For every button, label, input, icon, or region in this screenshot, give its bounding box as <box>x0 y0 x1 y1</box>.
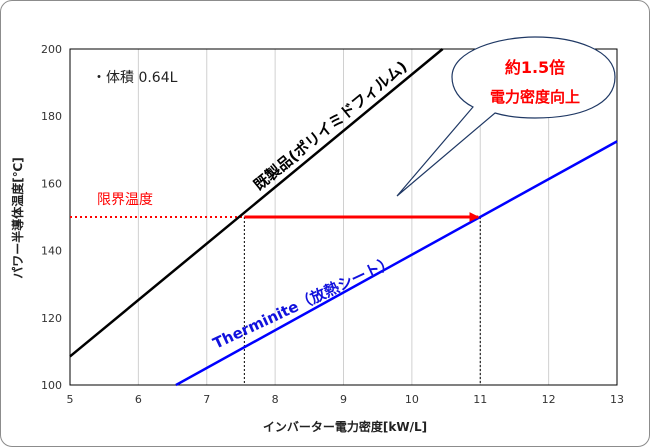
x-tick-label: 13 <box>610 393 624 406</box>
x-tick-label: 5 <box>67 393 74 406</box>
callout-text-2: 電力密度向上 <box>490 88 580 106</box>
x-axis-title: インバーター電力密度[kW/L] <box>263 419 427 434</box>
x-tick-label: 11 <box>473 393 487 406</box>
y-tick-label: 200 <box>41 43 62 56</box>
series-line-blue <box>175 140 618 387</box>
y-tick-label: 140 <box>41 245 62 258</box>
callout-text-1: 約1.5倍 <box>505 58 565 77</box>
series-label-blue: Therminite（放熱シート） <box>210 253 397 353</box>
y-tick-label: 120 <box>41 312 62 325</box>
volume-annotation: ・体積 0.64L <box>92 70 178 86</box>
x-tick-label: 9 <box>340 393 347 406</box>
threshold-label: 限界温度 <box>97 192 153 208</box>
x-tick-label: 8 <box>272 393 279 406</box>
y-tick-label: 160 <box>41 177 62 190</box>
series-label-black: 既製品(ポリイミドフィルム) <box>250 57 410 194</box>
x-tick-label: 6 <box>135 393 142 406</box>
x-tick-label: 7 <box>203 393 210 406</box>
y-tick-label: 180 <box>41 110 62 123</box>
y-ticks: 100 120 140 160 180 200 <box>41 43 62 392</box>
x-tick-label: 12 <box>542 393 556 406</box>
x-tick-label: 10 <box>405 393 419 406</box>
series-line-black <box>69 48 444 358</box>
callout-bubble <box>396 36 616 197</box>
y-tick-label: 100 <box>41 379 62 392</box>
y-axis-title: パワー半導体温度[℃] <box>10 157 25 279</box>
x-ticks: 5 6 7 8 9 10 11 12 13 <box>67 393 625 406</box>
series <box>69 48 618 387</box>
